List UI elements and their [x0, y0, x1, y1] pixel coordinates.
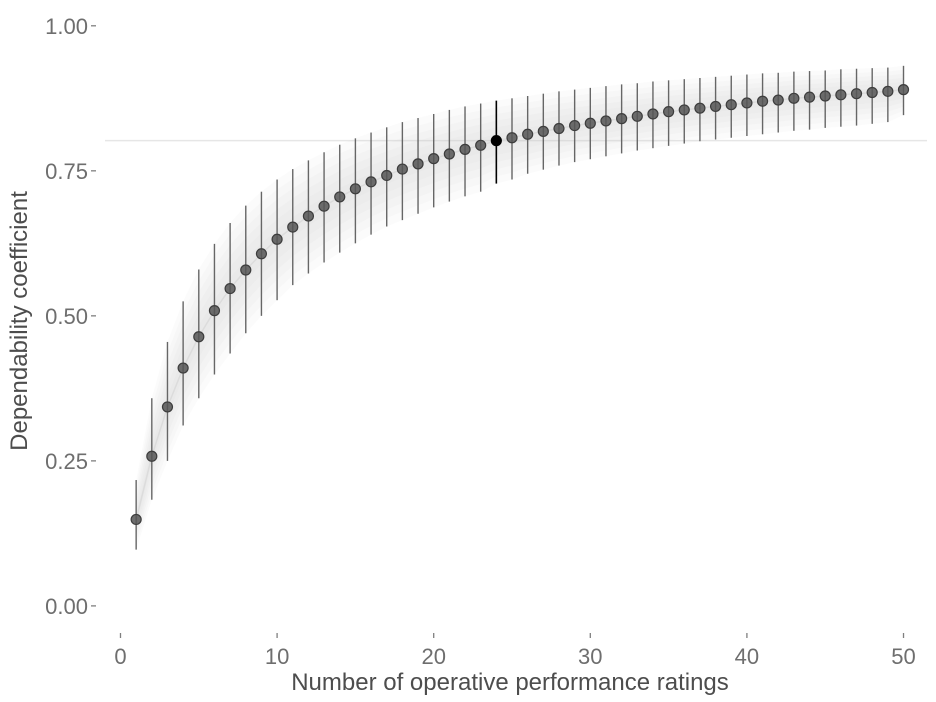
x-tick-label: 20	[421, 644, 445, 669]
data-point	[600, 115, 612, 127]
x-tick-label: 40	[735, 644, 759, 669]
data-point	[694, 102, 706, 114]
y-tick-label: 0.75	[45, 159, 88, 184]
data-point	[240, 264, 252, 276]
uncertainty-band-layer	[136, 65, 904, 550]
y-tick-label: 0.50	[45, 304, 88, 329]
data-point	[412, 158, 424, 170]
data-point	[772, 94, 784, 106]
x-tick-label: 30	[578, 644, 602, 669]
y-tick-label: 0.00	[45, 594, 88, 619]
data-point	[678, 104, 690, 116]
uncertainty-band-layer	[136, 81, 904, 530]
data-point	[318, 200, 330, 212]
data-point	[756, 95, 769, 107]
data-point	[255, 248, 268, 260]
data-point	[897, 84, 910, 96]
data-point	[850, 88, 863, 100]
data-point	[819, 90, 831, 102]
uncertainty-band-layer	[136, 77, 904, 535]
data-point	[709, 100, 722, 113]
plot-panel	[105, 65, 927, 550]
x-tick-label: 50	[891, 644, 915, 669]
data-point	[569, 119, 581, 132]
data-point	[631, 110, 643, 122]
data-point	[271, 233, 283, 245]
x-axis-title: Number of operative performance ratings	[291, 669, 729, 696]
data-point	[443, 148, 455, 160]
y-axis: 0.00 0.25 0.50 0.75 1.00	[45, 14, 96, 619]
data-point	[788, 92, 800, 104]
uncertainty-band-layer	[136, 73, 904, 540]
y-axis-title: Dependability coefficient	[6, 191, 33, 451]
data-point	[882, 85, 894, 97]
data-point	[208, 305, 221, 317]
y-tick-label: 1.00	[45, 14, 88, 39]
data-point	[803, 91, 816, 103]
data-point	[146, 450, 158, 462]
data-point	[522, 128, 534, 140]
data-point	[365, 176, 377, 188]
data-point	[506, 132, 518, 144]
x-axis: 0 10 20 30 40 50	[114, 633, 916, 669]
data-point	[428, 153, 440, 165]
data-point	[459, 143, 471, 155]
data-point	[663, 106, 675, 118]
uncertainty-band-layer	[136, 69, 904, 545]
data-point	[381, 169, 393, 182]
data-point	[475, 139, 487, 151]
highlighted-point	[490, 135, 502, 147]
data-point	[553, 122, 565, 135]
uncertainty-band	[135, 65, 904, 550]
data-point	[161, 401, 174, 413]
data-point	[224, 282, 236, 295]
data-point	[741, 97, 753, 109]
data-point	[396, 163, 408, 175]
data-points	[130, 84, 910, 526]
data-point	[334, 191, 346, 203]
data-point	[302, 210, 315, 222]
x-tick-label: 0	[114, 644, 126, 669]
data-point	[349, 183, 361, 195]
data-point	[193, 331, 205, 343]
data-point	[287, 221, 299, 233]
data-point	[616, 113, 628, 125]
data-point	[866, 86, 878, 99]
y-tick-label: 0.25	[45, 449, 88, 474]
data-point	[647, 108, 659, 120]
data-point	[130, 513, 142, 526]
data-point	[725, 99, 737, 111]
uncertainty-band-layer	[136, 85, 904, 525]
x-tick-label: 10	[265, 644, 289, 669]
data-point	[177, 362, 189, 374]
data-point	[835, 89, 847, 101]
data-point	[537, 125, 549, 137]
data-point	[584, 117, 596, 129]
